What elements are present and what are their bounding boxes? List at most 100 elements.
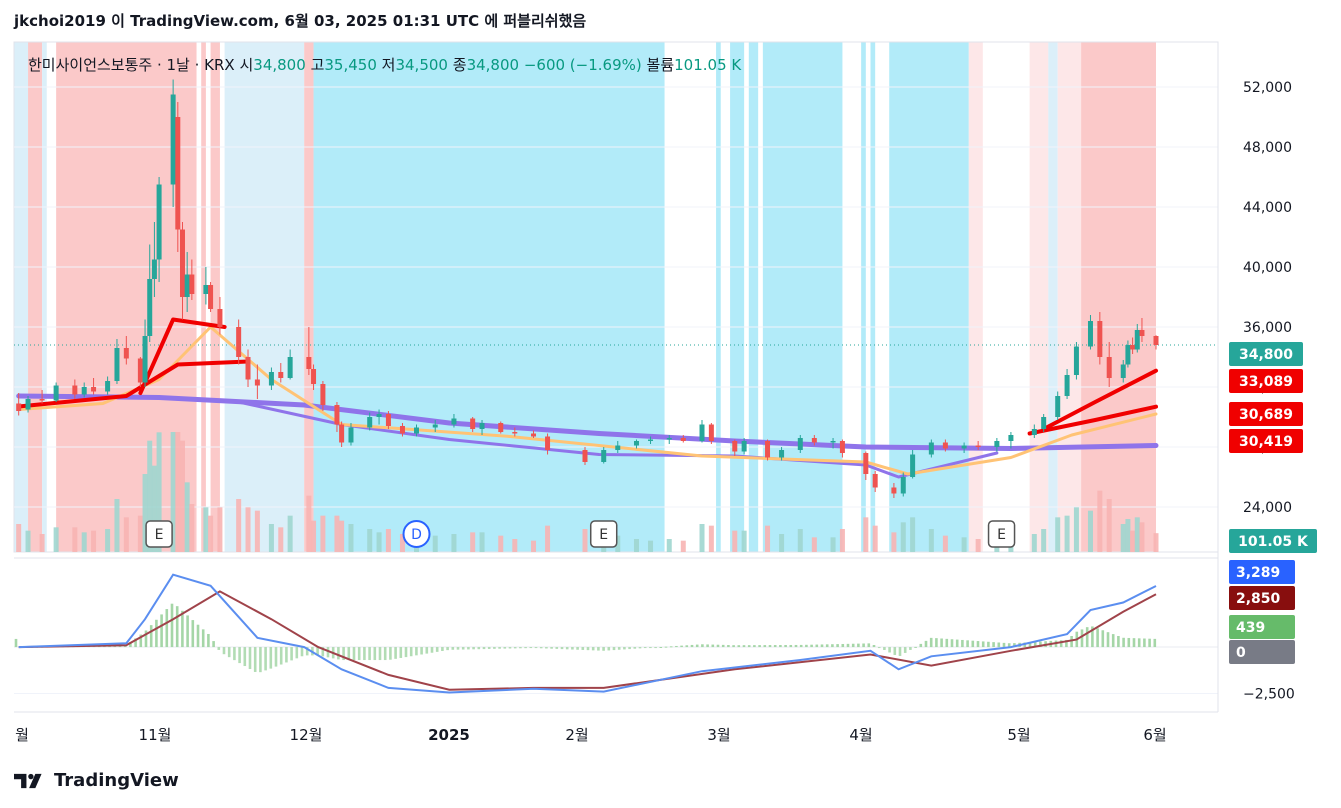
volume-bar xyxy=(545,525,551,552)
volume-bar xyxy=(1073,507,1079,552)
volume-bar xyxy=(151,465,157,552)
histogram-bar xyxy=(909,647,912,650)
background-band xyxy=(14,42,29,552)
histogram-bar xyxy=(1148,638,1151,648)
candle-body xyxy=(942,442,948,449)
histogram-bar xyxy=(1101,630,1105,648)
candle-body xyxy=(910,454,916,477)
histogram-bar xyxy=(695,644,699,648)
histogram-bar xyxy=(550,647,553,649)
histogram-bar xyxy=(851,643,855,648)
histogram-bar xyxy=(181,610,184,648)
volume-bar xyxy=(367,529,373,552)
volume-bar xyxy=(765,525,771,552)
histogram-bar xyxy=(1080,629,1084,648)
histogram-bar xyxy=(862,643,865,648)
histogram-bar xyxy=(383,647,387,661)
moving-average-line xyxy=(1027,404,1158,436)
volume-bar xyxy=(839,529,845,552)
price-label-box xyxy=(1229,342,1303,366)
volume-bar xyxy=(376,532,382,552)
volume-bar xyxy=(53,527,59,552)
candles xyxy=(16,79,1159,498)
candle-body xyxy=(311,369,317,384)
symbol-name[interactable]: 한미사이언스보통주 · 1날 · KRX xyxy=(28,56,235,74)
histogram-bar xyxy=(945,638,949,648)
histogram-bar xyxy=(591,647,595,651)
histogram-bar xyxy=(493,647,496,649)
candle-body xyxy=(287,357,293,378)
background-band xyxy=(1081,42,1156,552)
volume-bar xyxy=(339,520,345,552)
macd-line xyxy=(18,573,1157,694)
histogram-bar xyxy=(1085,627,1089,648)
close-label: 종 xyxy=(452,56,467,74)
histogram-bar xyxy=(669,646,673,648)
histogram-bar xyxy=(357,647,361,661)
volume-bar xyxy=(114,499,120,552)
background-band xyxy=(861,42,866,552)
volume-bar xyxy=(91,530,97,552)
candle-body xyxy=(278,372,284,378)
histogram-bar xyxy=(857,643,860,648)
background-band xyxy=(1048,42,1058,552)
candle-body xyxy=(53,385,59,401)
volume-bar xyxy=(184,482,190,552)
histogram-bar xyxy=(243,647,247,667)
volume-value: 101.05 K xyxy=(674,56,742,74)
close-value: 34,800 xyxy=(466,56,520,74)
histogram-bar xyxy=(825,644,829,648)
histogram-bar xyxy=(768,645,772,648)
candle-body xyxy=(147,279,153,336)
candle-body xyxy=(25,399,31,410)
earnings-icon xyxy=(589,520,618,548)
candle-body xyxy=(142,336,148,383)
histogram-bar xyxy=(149,625,153,648)
volume-bar xyxy=(1041,529,1047,552)
volume-bar xyxy=(512,539,518,552)
price-label: 33,089 xyxy=(1239,374,1293,390)
candle-body xyxy=(72,385,78,395)
volume-bar xyxy=(942,535,948,552)
event-marker: E xyxy=(987,520,1016,548)
dividend-icon xyxy=(402,520,431,548)
volume-bar xyxy=(72,527,78,552)
histogram-bar xyxy=(628,647,631,650)
candle-body xyxy=(961,445,967,449)
histogram-bar xyxy=(820,644,824,648)
volume-bar xyxy=(156,432,162,552)
histogram-bar xyxy=(134,638,137,648)
footer-brand[interactable]: TradingView xyxy=(14,770,179,791)
candle-body xyxy=(872,474,878,488)
histogram-bar xyxy=(555,647,559,649)
histogram-bar xyxy=(919,643,923,648)
macd-label: 3,289 xyxy=(1236,565,1280,581)
macd-label-box xyxy=(1229,560,1295,584)
histogram-bar xyxy=(144,630,148,648)
event-marker: E xyxy=(145,520,173,548)
histogram-bar xyxy=(14,638,18,648)
volume-bar xyxy=(39,534,45,552)
histogram-bar xyxy=(545,647,548,649)
volume-bar xyxy=(217,507,223,552)
histogram-bar xyxy=(165,609,169,648)
histogram-bar xyxy=(435,647,439,652)
volume-bar xyxy=(708,525,714,552)
candle-body xyxy=(137,358,143,383)
volume-bar xyxy=(320,515,326,552)
x-tick-label: 2025 xyxy=(428,726,470,744)
histogram-bar xyxy=(461,647,465,650)
histogram-bar xyxy=(326,647,330,658)
candle-body xyxy=(900,477,906,494)
candle-body xyxy=(1064,375,1070,396)
x-tick-label: 5월 xyxy=(1007,726,1030,744)
high-value: 35,450 xyxy=(324,56,377,74)
y-tick-label: 40,000 xyxy=(1243,260,1292,276)
histogram-bar xyxy=(758,645,761,648)
price-label-box xyxy=(1229,429,1303,453)
histogram-bar xyxy=(1143,638,1146,648)
histogram-bar xyxy=(446,647,449,651)
histogram-bar xyxy=(987,641,990,648)
price-label-box xyxy=(1229,402,1303,426)
